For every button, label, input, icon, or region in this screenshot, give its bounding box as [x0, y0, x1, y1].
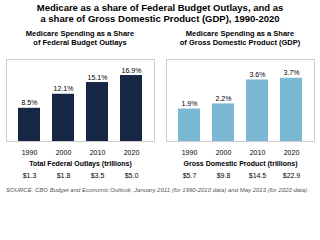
svg-text:$9.8: $9.8	[217, 172, 231, 179]
svg-text:$1.3: $1.3	[23, 172, 37, 179]
html-text:Medicare Spending as a Share: Medicare Spending as a Share	[185, 28, 295, 38]
svg-text:2000: 2000	[56, 149, 72, 156]
html-text:Medicare as a share of Federal: Medicare as a share of Federal Budget Ou…	[36, 2, 284, 13]
html-text:of Gross Domestic Product (GDP: of Gross Domestic Product (GDP)	[179, 37, 301, 47]
html-text:of Federal Budget Outlays: of Federal Budget Outlays	[33, 37, 127, 47]
html-text:Medicare Spending as a Share: Medicare Spending as a Share	[25, 28, 135, 38]
svg-text:2020: 2020	[284, 149, 300, 156]
svg-text:$5.0: $5.0	[125, 172, 139, 179]
svg-text:1990: 1990	[182, 149, 198, 156]
html-text:a share of Gross Domestic Prod: a share of Gross Domestic Product (GDP),…	[40, 12, 280, 24]
svg-text:$3.5: $3.5	[91, 172, 105, 179]
svg-text:Gross Domestic Product (trilli: Gross Domestic Product (trillions)	[184, 160, 298, 168]
svg-text:2000: 2000	[216, 149, 232, 156]
svg-text:2020: 2020	[124, 149, 140, 156]
svg-text:16.9%: 16.9%	[122, 66, 142, 73]
svg-text:$1.8: $1.8	[57, 172, 71, 179]
svg-text:$14.5: $14.5	[249, 172, 267, 179]
svg-text:Total Federal Outlays (trillio: Total Federal Outlays (trillions)	[29, 160, 132, 168]
svg-text:$22.9: $22.9	[283, 172, 301, 179]
svg-text:12.1%: 12.1%	[54, 85, 74, 92]
svg-text:1990: 1990	[22, 149, 38, 156]
svg-text:2.2%: 2.2%	[216, 95, 232, 102]
svg-text:$5.7: $5.7	[183, 172, 197, 179]
svg-text:1.9%: 1.9%	[182, 100, 198, 107]
svg-text:3.6%: 3.6%	[250, 71, 266, 78]
svg-text:15.1%: 15.1%	[88, 73, 108, 80]
svg-text:3.7%: 3.7%	[284, 69, 300, 76]
svg-text:2010: 2010	[90, 149, 106, 156]
html-text:SOURCE: CBO Budget and Economi: SOURCE: CBO Budget and Economic Outlook,…	[6, 186, 309, 193]
svg-text:8.5%: 8.5%	[22, 99, 38, 106]
svg-text:2010: 2010	[250, 149, 266, 156]
